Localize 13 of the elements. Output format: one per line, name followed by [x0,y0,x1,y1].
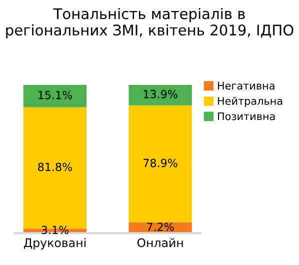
data-label: 15.1% [38,90,72,100]
bar [23,84,87,108]
x-tick-label: Онлайн [137,238,183,248]
data-label: 81.8% [38,162,72,172]
bar [128,84,192,106]
x-tick-label: Друковані [24,238,86,250]
data-label: 78.9% [144,158,178,168]
data-label: 13.9% [144,90,178,98]
chart-title: Тональність матеріалів в регіональних ЗМІ, квітень 2019, ІДПО [6,8,294,38]
legend-label: Позитивна [218,112,275,120]
legend-label: Негативна [218,82,274,90]
data-label: 7.2% [147,222,174,232]
legend-label: Нейтральна [218,96,282,107]
